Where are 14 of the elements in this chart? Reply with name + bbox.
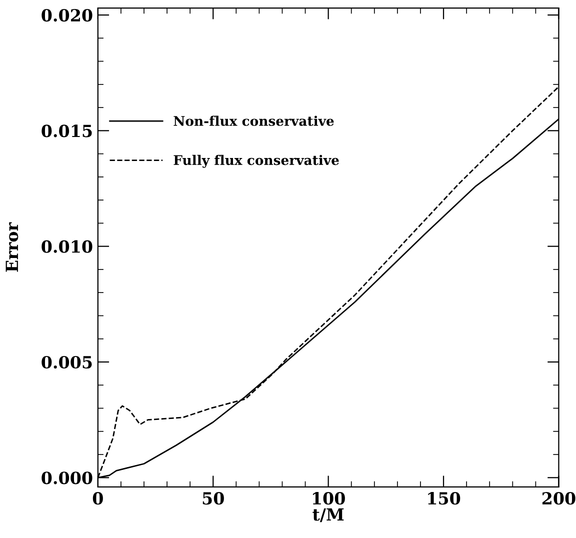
y-tick-label: 0.015	[42, 124, 92, 138]
legend-label: Fully flux conservative	[174, 154, 339, 168]
y-tick-label: 0.005	[42, 356, 92, 369]
y-tick-label: 0.020	[42, 8, 92, 22]
y-tick-label: 0.010	[42, 240, 92, 253]
x-tick-label: 0	[92, 492, 103, 505]
x-tick-label: 100	[312, 492, 345, 505]
x-tick-label: 150	[428, 492, 460, 505]
x-axis-title: t/M	[312, 508, 344, 522]
x-tick-label: 200	[542, 492, 576, 505]
y-tick-label: 0.000	[42, 472, 92, 484]
legend-label: Non-flux conservative	[174, 116, 334, 126]
x-tick-label: 50	[202, 492, 224, 505]
y-axis-title: Error	[6, 222, 18, 272]
